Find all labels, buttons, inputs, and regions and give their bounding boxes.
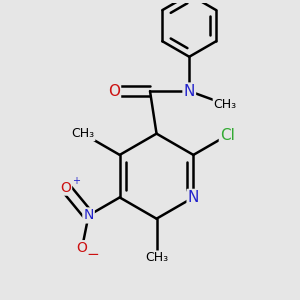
Text: N: N <box>184 84 195 99</box>
Text: O: O <box>76 241 87 255</box>
Text: −: − <box>86 247 99 262</box>
Text: N: N <box>83 208 94 222</box>
Text: +: + <box>72 176 80 186</box>
Text: CH₃: CH₃ <box>145 251 168 265</box>
Text: O: O <box>60 181 71 195</box>
Text: Cl: Cl <box>220 128 235 143</box>
Text: CH₃: CH₃ <box>214 98 237 111</box>
Text: CH₃: CH₃ <box>71 127 94 140</box>
Text: O: O <box>108 84 120 99</box>
Text: N: N <box>188 190 199 205</box>
